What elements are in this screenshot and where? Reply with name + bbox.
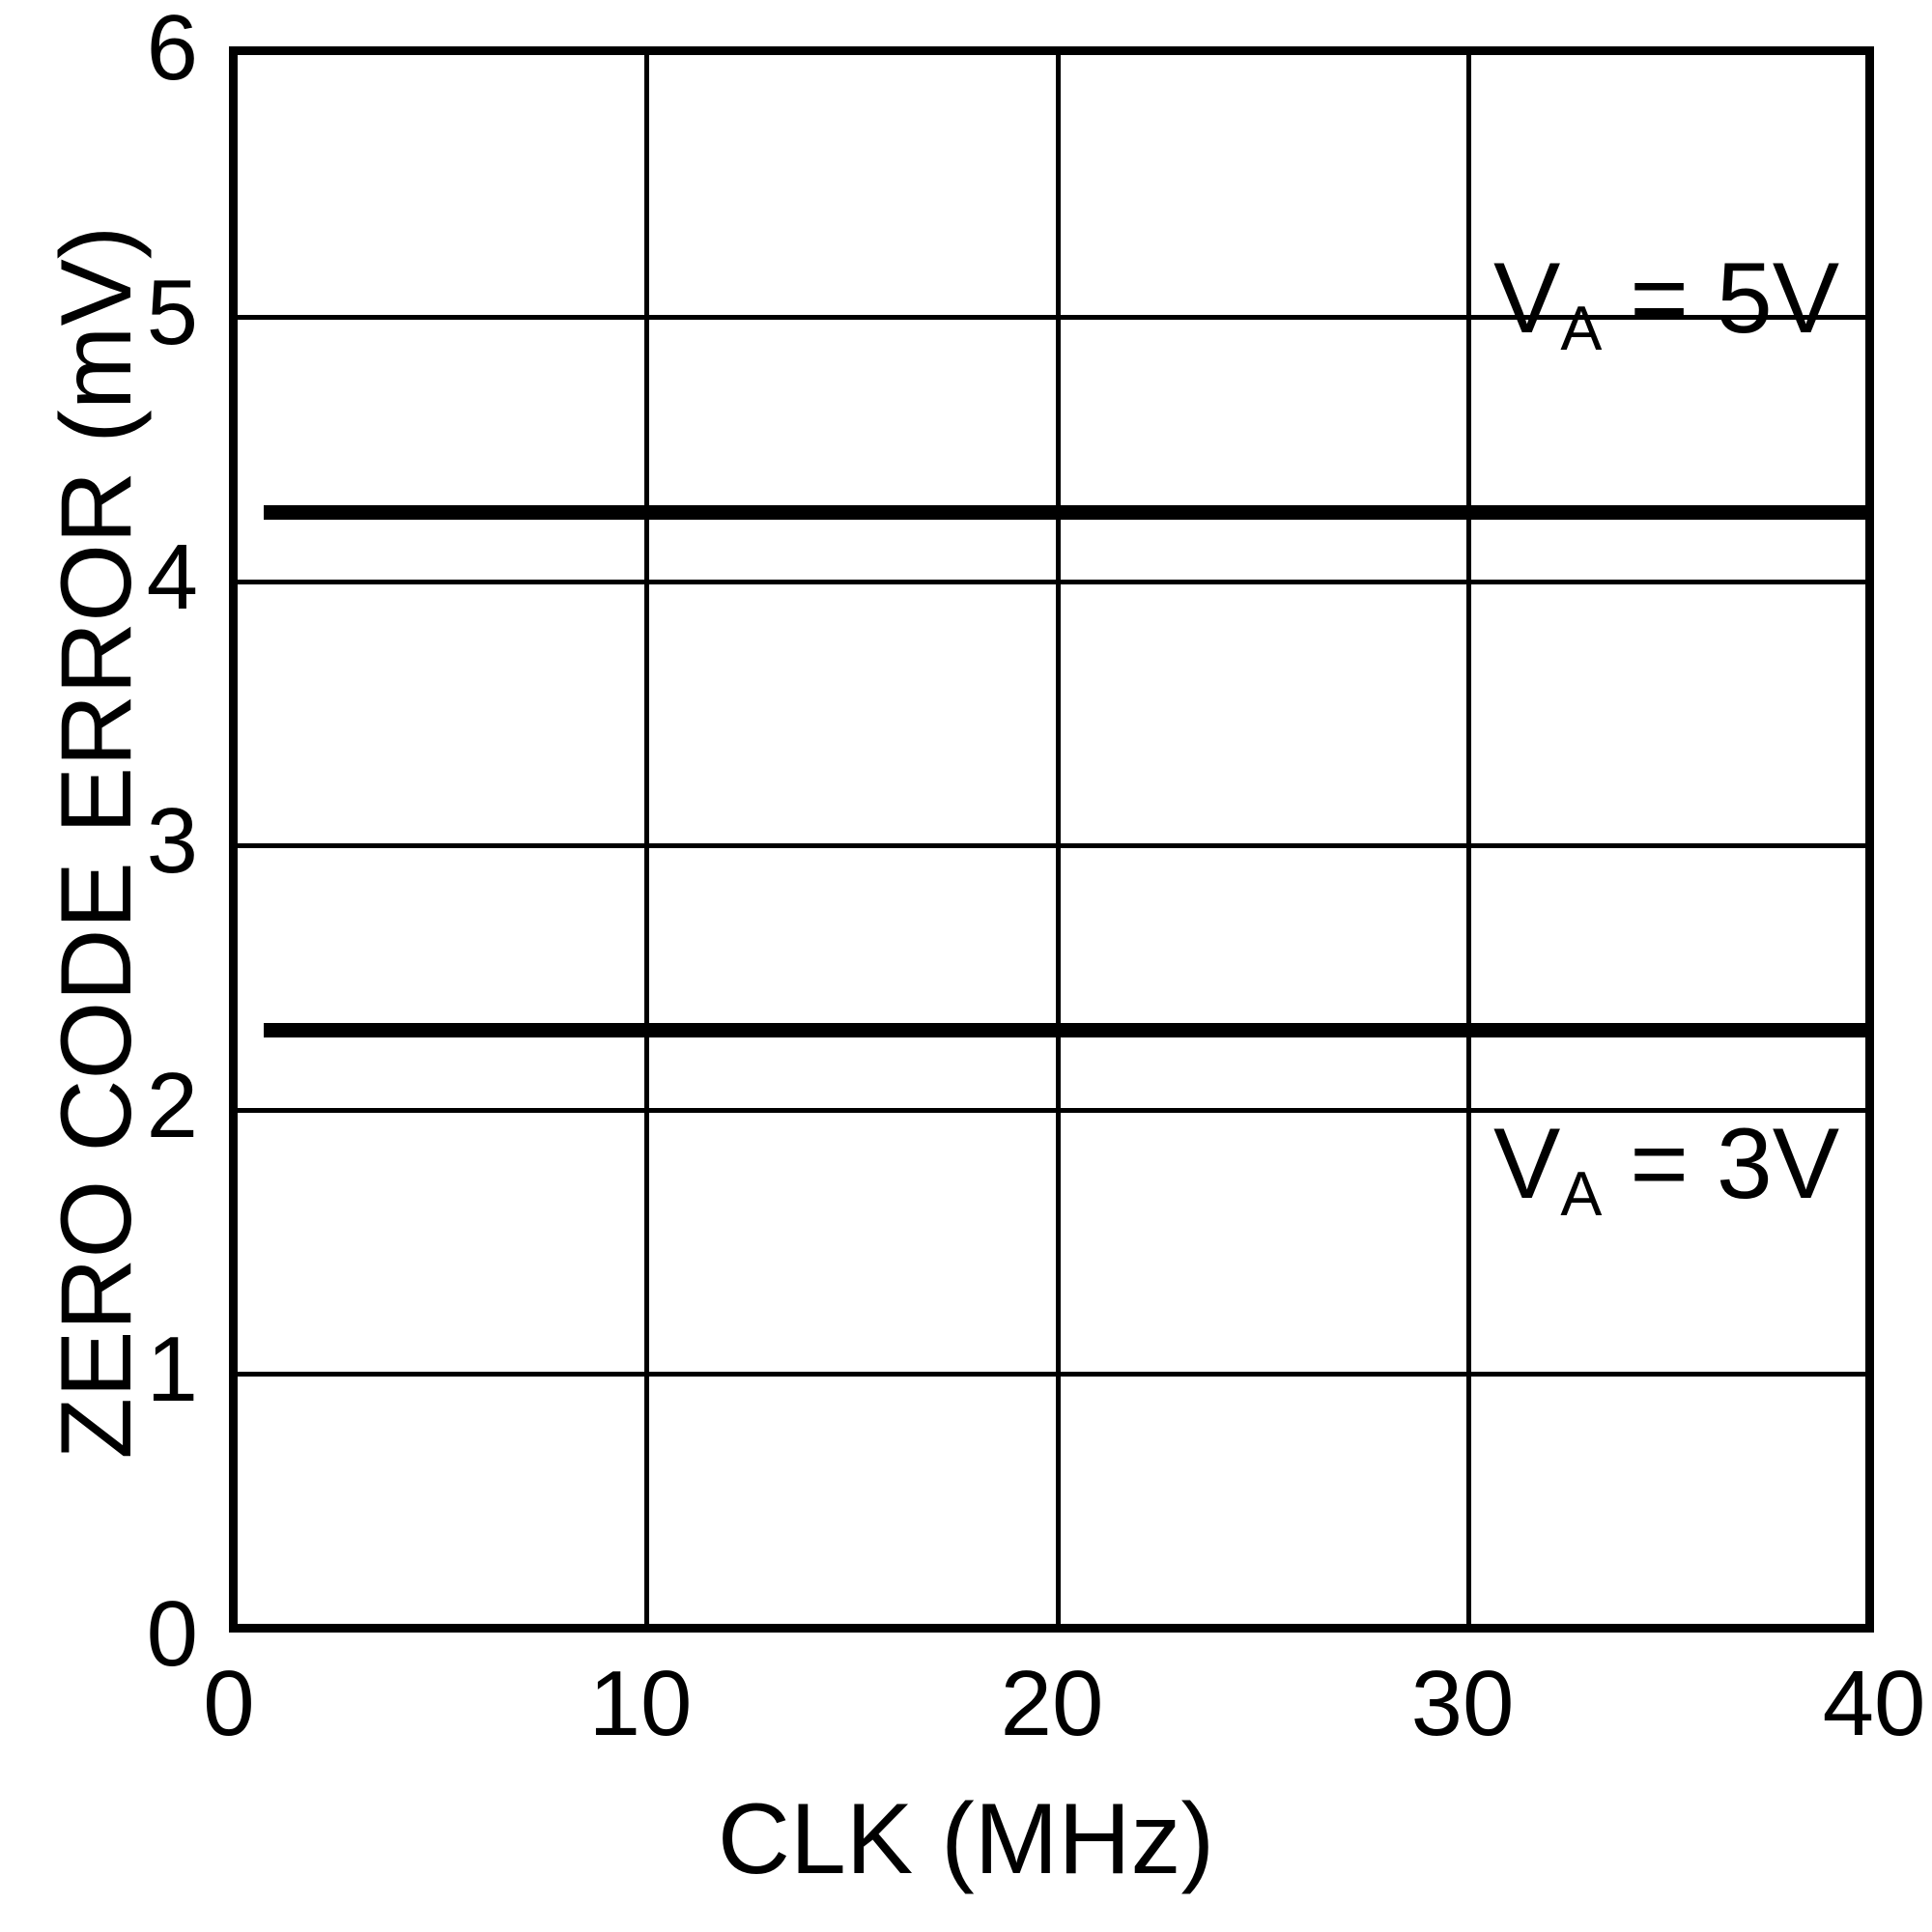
- y-tick-label-5: 5: [0, 267, 198, 359]
- y-axis-title: ZERO CODE ERROR (mV): [41, 225, 153, 1460]
- gridline-x-30: [1466, 55, 1471, 1624]
- y-tick-label-1: 1: [0, 1323, 198, 1416]
- x-tick-label-10: 10: [544, 1658, 737, 1750]
- x-tick-10-text: 10: [588, 1652, 693, 1755]
- gridline-y-5: [238, 315, 1865, 320]
- y-tick-2-text: 2: [146, 1054, 198, 1157]
- y-tick-6-text: 6: [146, 0, 198, 99]
- x-tick-0-text: 0: [203, 1652, 255, 1755]
- gridline-y-3: [238, 843, 1865, 848]
- gridline-y-4: [238, 580, 1865, 584]
- series-line-va-5v: [264, 505, 1874, 520]
- x-tick-label-20: 20: [955, 1658, 1149, 1750]
- plot-area: VA = 5V VA = 3V: [229, 46, 1874, 1633]
- y-tick-label-2: 2: [0, 1060, 198, 1152]
- annotation-va-5v-subscript: A: [1560, 294, 1603, 364]
- y-tick-5-text: 5: [146, 261, 198, 364]
- x-tick-30-text: 30: [1410, 1652, 1515, 1755]
- gridline-y-2: [238, 1108, 1865, 1113]
- y-tick-label-6: 6: [0, 2, 198, 95]
- gridline-x-10: [644, 55, 649, 1624]
- y-tick-0-text: 0: [146, 1582, 198, 1686]
- y-tick-label-3: 3: [0, 795, 198, 888]
- annotation-va-3v-var: V: [1493, 1108, 1561, 1220]
- y-tick-3-text: 3: [146, 789, 198, 893]
- annotation-va-5v-var: V: [1493, 242, 1561, 355]
- annotation-va-5v-rest: = 5V: [1602, 242, 1840, 355]
- y-tick-1-text: 1: [146, 1318, 198, 1421]
- x-axis-title: CLK (MHz): [717, 1783, 1215, 1895]
- annotation-va-5v: VA = 5V: [1493, 248, 1839, 360]
- annotation-va-3v-rest: = 3V: [1602, 1108, 1840, 1220]
- x-tick-label-0: 0: [132, 1658, 326, 1750]
- y-tick-4-text: 4: [146, 526, 198, 629]
- series-line-va-3v: [264, 1023, 1874, 1037]
- gridline-x-20: [1056, 55, 1061, 1624]
- x-tick-40-text: 40: [1822, 1652, 1926, 1755]
- y-tick-label-4: 4: [0, 531, 198, 624]
- x-tick-label-30: 30: [1366, 1658, 1559, 1750]
- y-tick-label-0: 0: [0, 1588, 198, 1681]
- annotation-va-3v: VA = 3V: [1493, 1114, 1839, 1226]
- annotation-va-3v-subscript: A: [1560, 1159, 1603, 1230]
- x-tick-20-text: 20: [1000, 1652, 1104, 1755]
- gridline-y-1: [238, 1372, 1865, 1377]
- x-tick-label-40: 40: [1777, 1658, 1932, 1750]
